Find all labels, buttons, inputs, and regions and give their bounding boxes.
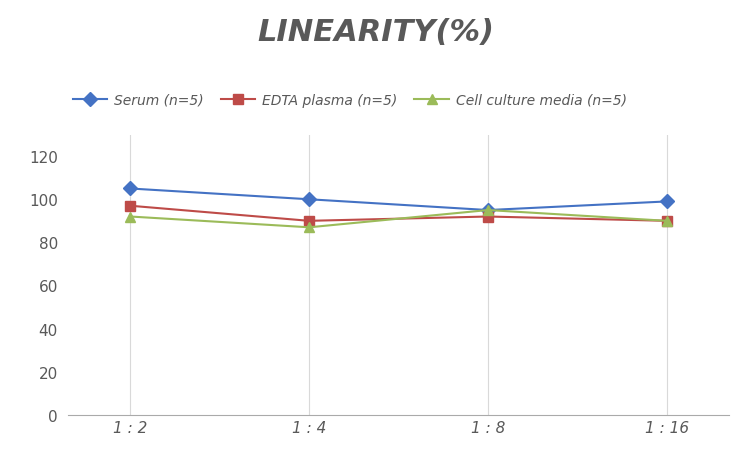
Text: LINEARITY(%): LINEARITY(%) [257,18,495,47]
Legend: Serum (n=5), EDTA plasma (n=5), Cell culture media (n=5): Serum (n=5), EDTA plasma (n=5), Cell cul… [67,88,632,113]
